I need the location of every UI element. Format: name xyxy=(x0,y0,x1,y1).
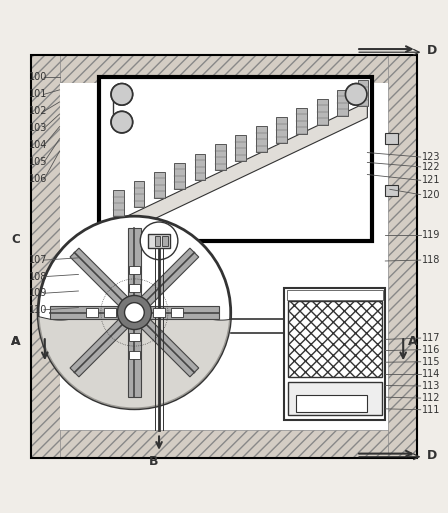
Text: 102: 102 xyxy=(29,106,47,116)
Polygon shape xyxy=(130,308,199,377)
Bar xyxy=(31,55,417,458)
Polygon shape xyxy=(134,306,219,319)
Polygon shape xyxy=(70,308,139,377)
Bar xyxy=(337,90,348,115)
Text: 104: 104 xyxy=(29,141,47,150)
Bar xyxy=(31,55,417,458)
Text: D: D xyxy=(426,449,437,462)
Bar xyxy=(129,266,140,274)
Polygon shape xyxy=(128,228,141,312)
Circle shape xyxy=(345,84,367,105)
Bar xyxy=(385,133,398,144)
Polygon shape xyxy=(50,306,134,319)
Circle shape xyxy=(111,84,133,105)
Bar xyxy=(358,81,368,106)
Text: 110: 110 xyxy=(29,305,47,315)
Bar xyxy=(129,351,140,359)
Circle shape xyxy=(117,295,151,329)
Text: A: A xyxy=(11,335,20,348)
Text: 116: 116 xyxy=(422,345,440,354)
Text: C: C xyxy=(11,233,20,246)
Text: 118: 118 xyxy=(422,255,440,265)
Text: 106: 106 xyxy=(29,174,47,185)
Text: 107: 107 xyxy=(29,255,47,265)
Text: 123: 123 xyxy=(422,152,440,162)
Text: A: A xyxy=(11,335,21,348)
Text: 109: 109 xyxy=(29,288,47,298)
Bar xyxy=(288,382,382,415)
Bar xyxy=(104,308,116,317)
Text: 120: 120 xyxy=(422,190,440,200)
Text: 121: 121 xyxy=(422,175,440,185)
Text: 101: 101 xyxy=(29,89,47,100)
Bar xyxy=(148,233,170,248)
Text: 117: 117 xyxy=(422,333,440,343)
Bar xyxy=(236,135,246,161)
Bar xyxy=(99,77,372,241)
Bar xyxy=(317,98,327,125)
Text: 105: 105 xyxy=(29,157,47,167)
Text: D: D xyxy=(426,44,437,57)
Text: 119: 119 xyxy=(422,230,440,240)
Bar xyxy=(129,333,140,341)
Text: 100: 100 xyxy=(29,72,47,82)
Bar xyxy=(134,181,144,207)
Text: 114: 114 xyxy=(422,369,440,379)
Text: B: B xyxy=(149,455,159,468)
Polygon shape xyxy=(130,248,199,317)
Polygon shape xyxy=(128,312,141,397)
Bar xyxy=(256,126,267,152)
Bar xyxy=(284,288,385,420)
Bar xyxy=(86,308,98,317)
Text: 103: 103 xyxy=(29,123,47,133)
Bar xyxy=(129,284,140,292)
Circle shape xyxy=(345,84,367,105)
Circle shape xyxy=(38,216,231,409)
Circle shape xyxy=(111,111,133,133)
Text: 112: 112 xyxy=(422,393,440,403)
Bar xyxy=(155,236,160,246)
Bar xyxy=(154,172,165,198)
Bar xyxy=(215,145,226,170)
Text: 122: 122 xyxy=(422,162,441,172)
Polygon shape xyxy=(70,248,139,317)
Bar xyxy=(113,190,124,216)
Text: A: A xyxy=(408,335,417,348)
Text: 108: 108 xyxy=(29,272,47,282)
Bar xyxy=(60,83,388,430)
Text: 115: 115 xyxy=(422,357,440,367)
Circle shape xyxy=(111,111,133,133)
Bar xyxy=(388,55,417,458)
Bar xyxy=(276,117,287,143)
Bar xyxy=(385,185,398,195)
Bar xyxy=(296,395,367,412)
Bar xyxy=(171,308,183,317)
Bar xyxy=(162,236,168,246)
Bar xyxy=(153,308,165,317)
Bar xyxy=(297,108,307,134)
Bar xyxy=(31,430,417,458)
Bar xyxy=(174,163,185,189)
Circle shape xyxy=(125,303,144,322)
Circle shape xyxy=(140,222,178,260)
Bar xyxy=(288,301,382,378)
Bar xyxy=(31,55,417,83)
Text: 113: 113 xyxy=(422,381,440,391)
Text: 111: 111 xyxy=(422,405,440,415)
Bar xyxy=(287,290,383,300)
Bar xyxy=(195,153,206,180)
Polygon shape xyxy=(113,102,367,239)
Bar xyxy=(31,55,60,458)
Polygon shape xyxy=(38,312,231,409)
Circle shape xyxy=(111,84,133,105)
